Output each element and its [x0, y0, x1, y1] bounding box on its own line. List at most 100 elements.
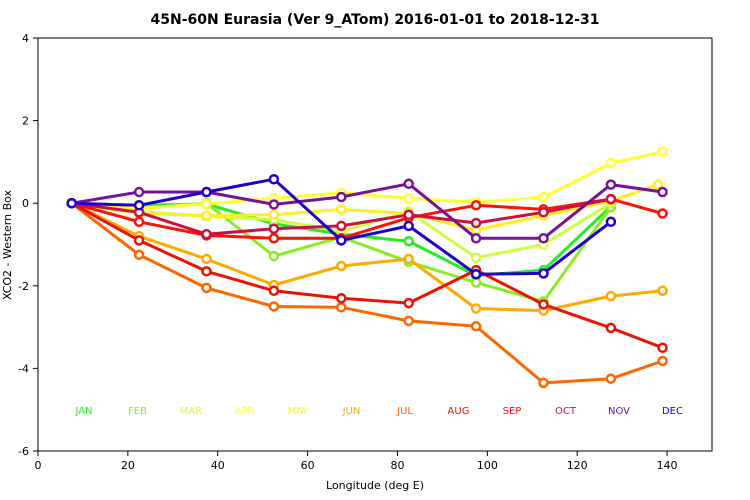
- data-point-apr: [605, 157, 617, 169]
- x-tick-label: 0: [35, 459, 42, 472]
- y-tick-label: 0: [22, 197, 29, 210]
- data-point-mar: [470, 252, 482, 263]
- x-tick-label: 80: [390, 459, 404, 472]
- data-point-sep: [657, 208, 668, 219]
- data-point-jul: [268, 301, 280, 312]
- data-point-dec: [201, 186, 212, 198]
- data-point-dec: [336, 235, 347, 246]
- data-point-dec: [538, 268, 549, 279]
- data-point-oct: [336, 220, 347, 232]
- legend-label-nov: NOV: [608, 406, 630, 417]
- plot-area-frame: [37, 37, 713, 452]
- data-point-dec: [605, 216, 617, 228]
- x-axis-ticks: 0 20 40 60 80 100 120 140: [35, 451, 678, 472]
- legend-label-mar: MAR: [180, 406, 202, 417]
- data-point-jun: [403, 253, 414, 265]
- data-point-nov: [470, 233, 482, 244]
- legend-label-jul: JUL: [396, 406, 413, 417]
- series-line-apr: [71, 150, 663, 210]
- data-point-jul: [470, 321, 482, 332]
- legend-label-apr: APR: [235, 406, 255, 417]
- data-point-aug: [657, 342, 668, 353]
- data-point-apr: [403, 192, 414, 204]
- series-line-nov: [71, 182, 663, 240]
- x-tick-label: 120: [567, 459, 588, 472]
- data-point-nov: [268, 199, 280, 210]
- series-line-jun: [71, 201, 663, 313]
- data-point-nov: [403, 178, 414, 190]
- data-point-nov: [336, 191, 347, 203]
- data-point-aug: [336, 292, 347, 304]
- data-point-may: [201, 210, 212, 221]
- data-point-oct: [470, 217, 482, 229]
- data-point-aug: [538, 299, 549, 310]
- data-point-feb: [268, 250, 280, 262]
- data-point-jan: [403, 235, 414, 247]
- data-point-oct: [538, 207, 549, 218]
- data-point-may: [652, 179, 664, 190]
- legend-label-dec: DEC: [662, 406, 683, 417]
- series-line-jul: [70, 202, 664, 385]
- y-axis-label: XCO2 - Western Box: [1, 189, 14, 300]
- legend-label-aug: AUG: [448, 406, 470, 417]
- data-point-jun: [657, 285, 668, 297]
- data-point-nov: [133, 186, 145, 198]
- data-point-oct: [201, 228, 212, 240]
- legend-label-may: MAY: [288, 406, 310, 417]
- data-point-nov: [657, 186, 668, 198]
- legend-label-sep: SEP: [503, 406, 522, 417]
- data-point-oct: [403, 209, 414, 221]
- data-point-aug: [133, 235, 145, 246]
- legend-label-feb: FEB: [128, 406, 147, 417]
- data-point-jul: [336, 302, 347, 313]
- series-line-aug: [70, 201, 664, 350]
- legend-label-jan: JAN: [74, 406, 92, 417]
- data-point-dec: [133, 200, 145, 211]
- data-point-aug: [403, 297, 414, 309]
- series-dec: [66, 173, 617, 280]
- data-point-aug: [605, 322, 617, 334]
- data-point-dec: [66, 197, 77, 209]
- x-tick-label: 100: [477, 459, 498, 472]
- chart-title: 45N-60N Eurasia (Ver 9_ATom) 2016-01-01 …: [151, 12, 600, 28]
- x-tick-label: 40: [211, 459, 225, 472]
- data-point-nov: [605, 179, 617, 190]
- data-point-dec: [403, 220, 414, 232]
- y-axis-ticks: -6 -4 -2 0 2 4: [18, 32, 38, 458]
- data-point-apr: [201, 198, 212, 210]
- data-point-aug: [201, 266, 212, 277]
- legend-label-jun: JUN: [342, 406, 361, 417]
- data-point-apr: [538, 191, 549, 203]
- series-jul: [66, 197, 668, 389]
- data-point-dec: [470, 268, 482, 280]
- data-point-dec: [268, 173, 280, 185]
- x-tick-label: 140: [657, 459, 678, 472]
- data-point-sep: [268, 233, 280, 244]
- data-point-may: [336, 204, 347, 215]
- legend: JAN FEB MAR APR MAY JUN JUL AUG SEP OCT NOV DEC: [74, 406, 683, 417]
- data-point-sep: [470, 200, 482, 211]
- data-point-jul: [605, 373, 617, 384]
- data-point-jul: [657, 355, 668, 367]
- data-point-jun: [605, 290, 617, 302]
- x-axis-label: Longitude (deg E): [326, 479, 424, 492]
- data-point-jul: [201, 282, 212, 294]
- data-point-nov: [538, 233, 549, 244]
- data-point-jun: [470, 303, 482, 314]
- y-tick-label: -4: [18, 362, 29, 375]
- y-tick-label: 4: [22, 32, 29, 45]
- data-point-aug: [268, 285, 280, 297]
- y-tick-label: 2: [22, 115, 29, 128]
- y-tick-label: -6: [18, 445, 29, 458]
- data-point-may: [268, 209, 280, 221]
- data-point-oct: [268, 223, 280, 235]
- data-point-sep: [133, 216, 145, 228]
- data-point-jun: [336, 260, 347, 272]
- series-line-may: [71, 183, 659, 232]
- data-point-jul: [133, 249, 145, 261]
- data-point-apr: [657, 146, 668, 157]
- x-tick-label: 60: [301, 459, 315, 472]
- series-layer: [66, 146, 668, 389]
- legend-label-oct: OCT: [555, 406, 577, 417]
